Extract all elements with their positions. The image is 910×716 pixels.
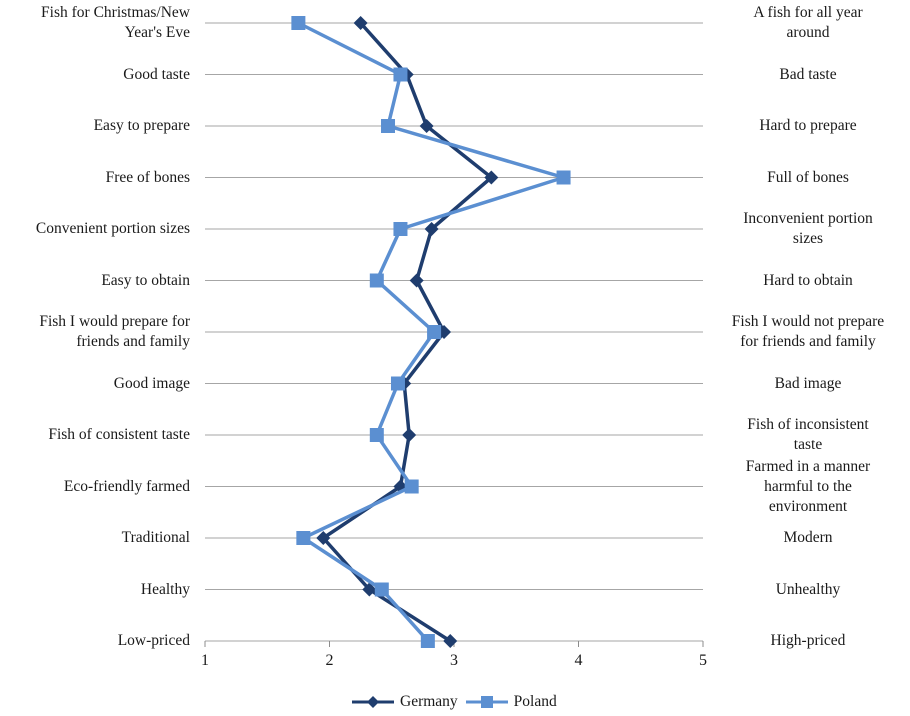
left-category-label: Eco-friendly farmed — [63, 477, 190, 495]
left-category-label: Fish for Christmas/New Year's Eve — [41, 4, 190, 41]
left-category-label: Easy to prepare — [93, 117, 190, 134]
left-category-label: Free of bones — [105, 168, 190, 186]
data-point-poland — [420, 634, 435, 648]
data-point-poland — [404, 479, 419, 494]
data-point-germany — [316, 531, 331, 545]
right-category-label: Inconvenient portion sizes — [743, 210, 873, 247]
left-category-label: Easy to obtain — [101, 271, 190, 289]
right-category-label: Bad image — [774, 374, 842, 392]
x-tick-label: 2 — [325, 652, 334, 669]
right-category-label: Modern — [783, 529, 833, 546]
series-layer — [291, 16, 571, 648]
legend-item-germany: Germany — [350, 693, 458, 711]
right-category-label: Farmed in a manner harmful to the enviro… — [745, 457, 871, 515]
left-category-label: Convenient portion sizes — [35, 220, 190, 237]
left-category-label: Good image — [113, 374, 190, 392]
right-category-label: Hard to prepare — [759, 117, 857, 134]
data-point-poland — [374, 582, 389, 597]
right-category-label: A fish for all year around — [753, 4, 863, 41]
left-category-label: Good taste — [123, 65, 190, 83]
left-category-label: Low-priced — [117, 632, 190, 649]
data-point-poland — [556, 170, 571, 185]
legend-poland-swatch — [465, 696, 508, 708]
series-poland — [291, 16, 571, 648]
data-point-poland — [393, 67, 408, 82]
legend: Germany Poland — [350, 693, 557, 711]
data-point-poland — [291, 16, 306, 30]
data-point-poland — [296, 531, 311, 545]
data-point-germany — [362, 582, 377, 597]
right-category-label: Bad taste — [779, 65, 837, 83]
x-tick-label: 3 — [450, 652, 458, 669]
data-point-poland — [390, 376, 405, 391]
right-category-label: Full of bones — [767, 168, 849, 186]
data-point-poland — [369, 428, 384, 442]
left-category-label: Traditional — [121, 529, 190, 546]
legend-label-poland: Poland — [513, 693, 557, 710]
data-point-germany — [484, 170, 499, 185]
gridlines — [205, 22, 703, 642]
data-point-poland — [427, 325, 442, 339]
x-tick-label: 5 — [699, 652, 707, 669]
legend-germany-swatch — [352, 696, 394, 708]
right-category-label: Fish of inconsistent taste — [747, 416, 869, 453]
right-category-label: High-priced — [770, 632, 846, 649]
data-point-germany — [353, 16, 368, 30]
x-tick-label: 1 — [201, 652, 209, 669]
right-category-label: Hard to obtain — [763, 271, 853, 289]
data-point-germany — [443, 634, 458, 648]
right-category-label: Fish I would not prepare for friends and… — [731, 313, 885, 350]
x-tick-label: 4 — [574, 652, 583, 669]
data-point-poland — [381, 119, 396, 133]
left-category-label: Fish I would prepare for friends and fam… — [39, 313, 190, 350]
data-point-germany — [419, 119, 434, 133]
data-point-poland — [369, 273, 384, 288]
data-point-germany — [409, 273, 424, 288]
legend-item-poland: Poland — [464, 693, 557, 711]
legend-label-germany: Germany — [400, 693, 458, 710]
left-category-label: Fish of consistent taste — [48, 426, 190, 443]
data-point-poland — [393, 222, 408, 236]
right-category-label: Unhealthy — [775, 580, 841, 598]
data-point-germany — [424, 222, 439, 236]
left-category-label: Healthy — [140, 580, 190, 598]
data-point-germany — [402, 428, 417, 442]
